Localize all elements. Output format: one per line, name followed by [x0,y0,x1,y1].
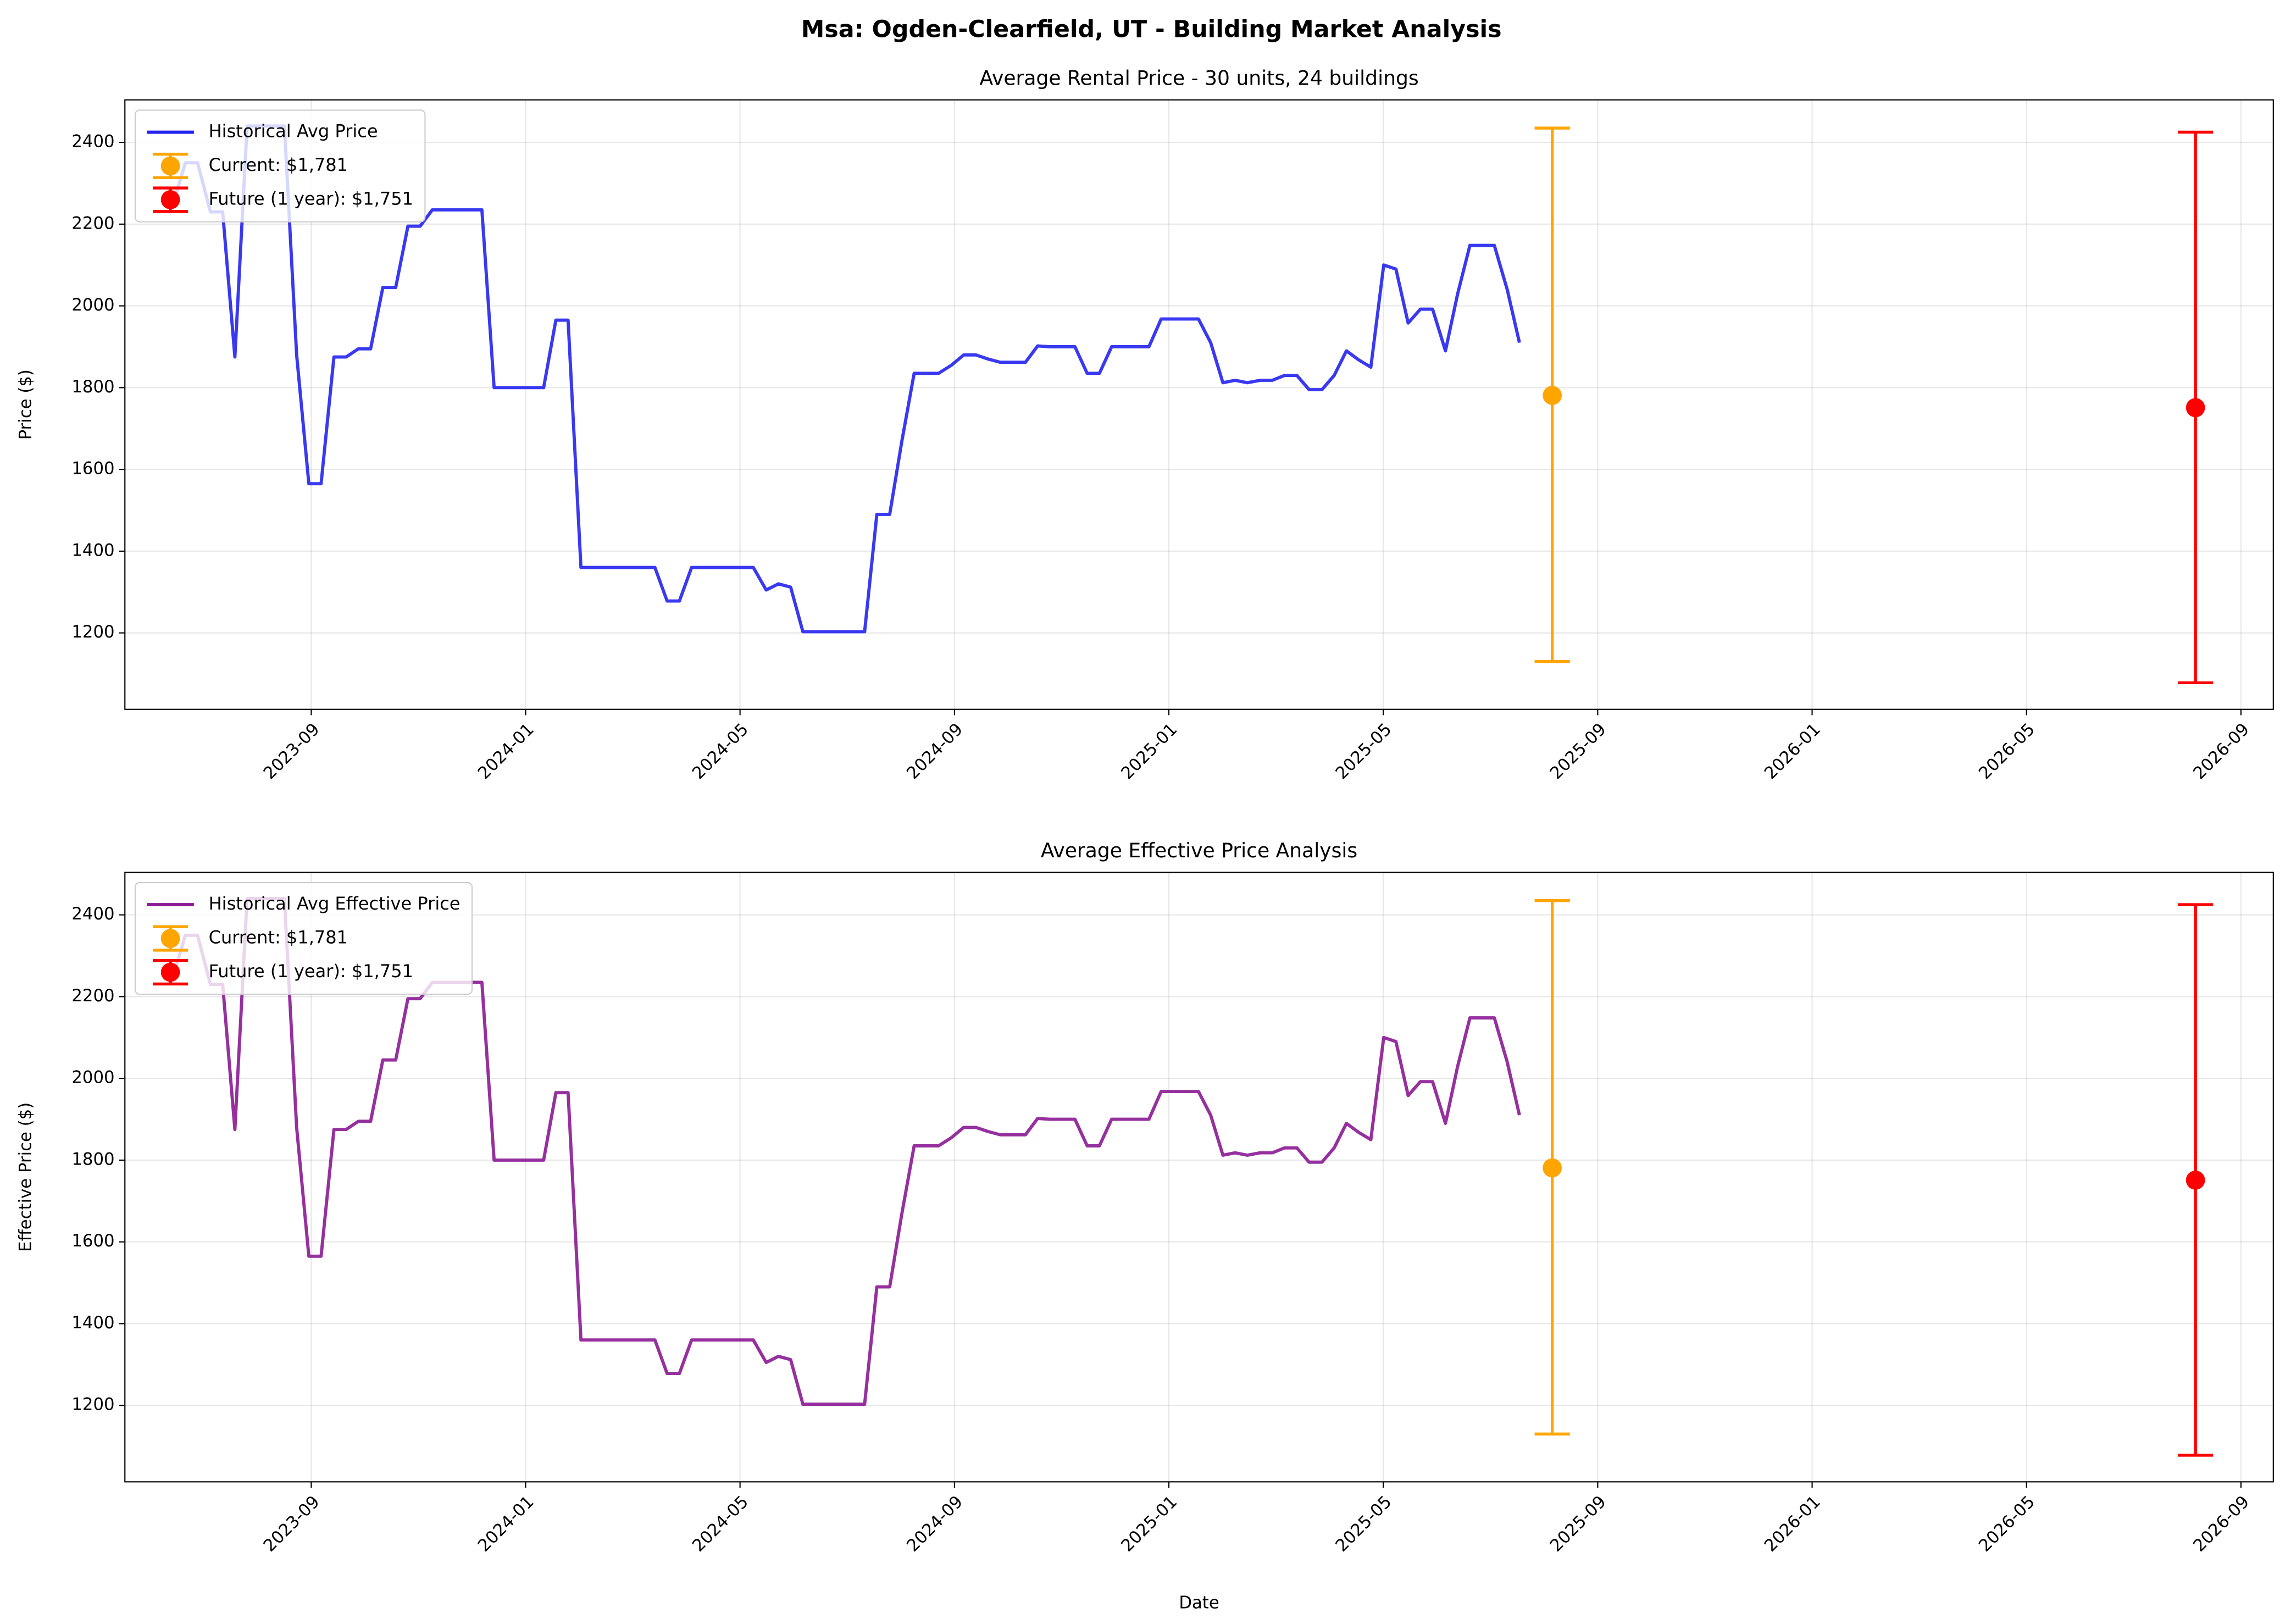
figure-title: Msa: Ogden-Clearfield, UT - Building Mar… [801,16,1502,43]
legend-swatch [160,190,180,209]
legend-label: Historical Avg Price [209,121,378,142]
y-tick-label: 1400 [71,540,114,560]
y-tick-label: 1200 [71,1395,114,1415]
legend-box [134,882,473,995]
plot-frame [124,99,2274,710]
y-tick-label: 1400 [71,1313,114,1333]
x-axis-label: Date [1179,1593,1219,1613]
legend: Historical Avg Effective Price Current: $… [134,882,473,995]
legend: Historical Avg Price Current: $1,781 Futur… [134,109,426,223]
point [1543,1158,1562,1178]
y-tick-label: 2400 [71,132,114,152]
legend-label: Historical Avg Effective Price [209,893,461,914]
line-series [171,896,1521,1406]
y-tick-label: 2200 [71,213,114,233]
y-axis-label: Effective Price ($) [16,1102,36,1252]
legend-label: Current: $1,781 [209,927,348,948]
legend-label: Current: $1,781 [209,154,348,175]
y-tick-label: 1800 [71,1149,114,1169]
y-tick-label: 1800 [71,377,114,397]
y-axis-label: Price ($) [16,369,36,440]
chart-title: Average Rental Price - 30 units, 24 buil… [979,66,1418,90]
y-tick-label: 2400 [71,904,114,924]
legend-box [134,109,426,223]
chart-title: Average Effective Price Analysis [1041,839,1357,862]
point [2185,1171,2205,1190]
legend-label: Future (1 year): $1,751 [209,961,413,982]
y-tick-label: 1200 [71,622,114,642]
plot-frame [124,872,2274,1483]
legend-swatch [160,156,180,176]
y-tick-label: 2200 [71,986,114,1006]
y-tick-label: 2000 [71,295,114,315]
y-tick-label: 1600 [71,459,114,479]
point [2185,398,2205,418]
point [1543,386,1562,405]
line-series [171,124,1521,634]
y-tick-label: 1600 [71,1231,114,1251]
y-tick-label: 2000 [71,1068,114,1088]
legend-swatch [160,929,180,948]
legend-label: Future (1 year): $1,751 [209,188,413,209]
legend-swatch [160,962,180,982]
